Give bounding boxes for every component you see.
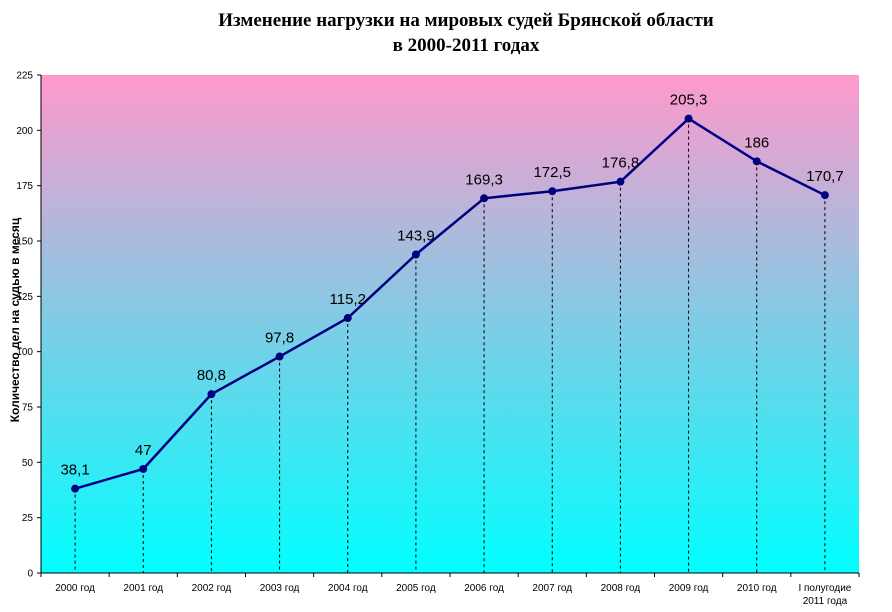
y-tick-label: 150: [16, 237, 33, 248]
data-label: 80,8: [197, 367, 226, 384]
data-label: 186: [744, 134, 769, 151]
x-tick-label: 2001 год: [123, 583, 163, 594]
data-label: 205,3: [670, 92, 708, 109]
data-label: 170,7: [806, 168, 844, 185]
data-point: [275, 352, 284, 361]
data-point: [207, 390, 216, 399]
chart-title-line-2: в 2000-2011 годах: [392, 35, 540, 56]
data-point: [480, 194, 489, 203]
x-tick-label: 2002 год: [192, 583, 232, 594]
data-label: 47: [135, 442, 152, 459]
series-line: [74, 117, 826, 490]
x-tick-label: 2005 год: [396, 583, 436, 594]
data-point: [820, 191, 829, 200]
data-label: 169,3: [465, 171, 503, 188]
y-tick-label: 25: [22, 513, 34, 524]
y-tick-label: 225: [16, 71, 33, 82]
data-point: [616, 177, 625, 186]
data-point: [752, 157, 761, 166]
data-point: [71, 484, 80, 493]
x-tick-label: 2003 год: [260, 583, 300, 594]
data-point: [411, 250, 420, 259]
y-tick-label: 0: [27, 569, 33, 580]
data-label: 97,8: [265, 330, 294, 347]
chart-title: Изменение нагрузки на мировых судей Брян…: [40, 8, 892, 58]
data-point: [548, 187, 557, 196]
x-tick-label: 2004 год: [328, 583, 368, 594]
x-tick-label: 2007 год: [532, 583, 572, 594]
x-tick-label: 2010 год: [737, 583, 777, 594]
plot-area: [41, 75, 859, 573]
data-label: 143,9: [397, 228, 435, 245]
data-label: 172,5: [533, 164, 571, 181]
x-tick-label: 2008 год: [601, 583, 641, 594]
y-tick-label: 200: [16, 126, 33, 137]
data-point: [684, 114, 693, 123]
data-label: 38,1: [60, 462, 89, 479]
y-tick-label: 175: [16, 181, 33, 192]
data-label: 115,2: [330, 291, 366, 308]
x-tick-label: 2000 год: [55, 583, 95, 594]
y-tick-label: 50: [22, 458, 34, 469]
y-tick-label: 125: [16, 292, 33, 303]
data-point: [343, 314, 352, 323]
chart-title-line-1: Изменение нагрузки на мировых судей Брян…: [218, 10, 714, 31]
x-tick-label: 2006 год: [464, 583, 504, 594]
data-point: [139, 464, 148, 473]
x-tick-label: I полугодие 2011 года: [798, 583, 851, 607]
data-label: 176,8: [602, 155, 640, 172]
y-tick-label: 75: [22, 403, 34, 414]
x-tick-label: 2009 год: [669, 583, 709, 594]
y-tick-label: 100: [16, 347, 33, 358]
